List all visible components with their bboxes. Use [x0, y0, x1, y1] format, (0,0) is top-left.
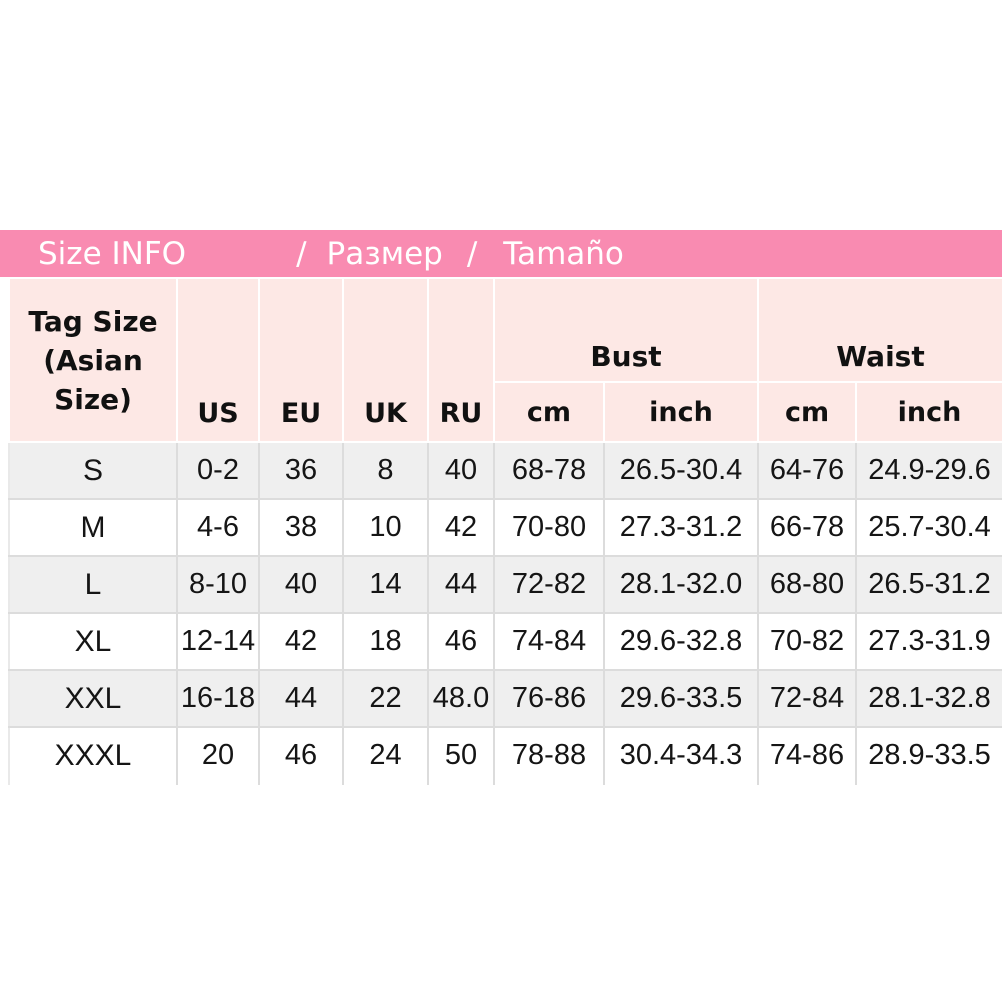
cell-us: 4-6	[176, 498, 260, 557]
cell-ru: 48.0	[427, 669, 495, 728]
cell-waist-cm: 68-80	[757, 555, 858, 614]
cell-waist-cm: 64-76	[757, 441, 858, 500]
cell-ru: 46	[427, 612, 495, 671]
cell-bust-inch: 29.6-33.5	[602, 669, 760, 728]
cell-waist-inch: 25.7-30.4	[855, 498, 1002, 557]
cell-waist-inch: 26.5-31.2	[855, 555, 1002, 614]
cell-tag-size: XL	[8, 612, 178, 671]
header-row-units: cm inch cm inch	[9, 381, 1002, 443]
cell-bust-cm: 78-88	[493, 726, 605, 784]
header-waist-cm: cm	[757, 381, 858, 443]
cell-tag-size: S	[8, 441, 178, 500]
cell-tag-size: XXXL	[8, 726, 178, 784]
header-uk: UK	[342, 277, 429, 443]
cell-eu: 38	[258, 498, 344, 557]
cell-bust-inch: 26.5-30.4	[602, 441, 760, 500]
cell-uk: 10	[342, 498, 429, 557]
cell-tag-size: XXL	[8, 669, 178, 728]
title-separator: /	[296, 235, 307, 272]
header-bust: Bust	[492, 277, 760, 383]
header-tag-size-line: Size)	[54, 382, 132, 416]
cell-ru: 42	[427, 498, 495, 557]
cell-ru: 40	[427, 441, 495, 500]
header-tag-size-line: (Asian	[43, 343, 143, 377]
size-chart-table: Tag Size (Asian Size) US EU UK RU Bust W…	[8, 277, 1002, 785]
cell-waist-inch: 24.9-29.6	[855, 441, 1002, 500]
cell-waist-inch: 27.3-31.9	[855, 612, 1002, 671]
cell-eu: 40	[258, 555, 344, 614]
header-ru: RU	[427, 277, 495, 443]
cell-eu: 36	[258, 441, 344, 500]
cell-bust-cm: 76-86	[493, 669, 605, 728]
cell-ru: 50	[427, 726, 495, 784]
cell-waist-cm: 74-86	[757, 726, 858, 784]
cell-us: 16-18	[176, 669, 260, 728]
cell-bust-cm: 68-78	[493, 441, 605, 500]
title-size-spanish: Tamaño	[503, 235, 624, 272]
cell-us: 12-14	[176, 612, 260, 671]
cell-uk: 14	[342, 555, 429, 614]
cell-eu: 44	[258, 669, 344, 728]
cell-us: 8-10	[176, 555, 260, 614]
title-separator: /	[466, 235, 478, 272]
cell-bust-inch: 29.6-32.8	[602, 612, 760, 671]
size-row-xxxl: XXXL 20 46 24 50 78-88 30.4-34.3 74-86 2…	[8, 726, 1002, 784]
header-row-groups: Tag Size (Asian Size) US EU UK RU Bust W…	[8, 277, 1002, 443]
header-eu: EU	[258, 277, 344, 443]
title-size-russian: Размер	[326, 235, 443, 272]
header-waist-inch: inch	[855, 381, 1002, 443]
cell-bust-cm: 74-84	[493, 612, 605, 671]
cell-bust-inch: 27.3-31.2	[602, 498, 760, 557]
cell-bust-cm: 70-80	[493, 498, 605, 557]
cell-waist-cm: 66-78	[757, 498, 858, 557]
cell-uk: 22	[342, 669, 429, 728]
size-info-title-bar: Size INFO / Размер / Tamaño	[0, 230, 1002, 277]
cell-waist-inch: 28.1-32.8	[855, 669, 1002, 728]
cell-eu: 42	[258, 612, 344, 671]
header-us: US	[176, 277, 260, 443]
cell-uk: 24	[342, 726, 429, 784]
cell-bust-inch: 28.1-32.0	[602, 555, 760, 614]
cell-ru: 44	[427, 555, 495, 614]
cell-bust-inch: 30.4-34.3	[602, 726, 760, 784]
size-row-xxl: XXL 16-18 44 22 48.0 76-86 29.6-33.5 72-…	[8, 669, 1002, 728]
header-tag-size-line: Tag Size	[28, 304, 158, 338]
size-row-xl: XL 12-14 42 18 46 74-84 29.6-32.8 70-82 …	[8, 612, 1002, 671]
size-row-l: L 8-10 40 14 44 72-82 28.1-32.0 68-80 26…	[8, 555, 1002, 614]
cell-waist-cm: 72-84	[757, 669, 858, 728]
cell-uk: 18	[342, 612, 429, 671]
cell-bust-cm: 72-82	[493, 555, 605, 614]
cell-eu: 46	[258, 726, 344, 784]
header-waist: Waist	[757, 277, 1002, 383]
size-row-m: M 4-6 38 10 42 70-80 27.3-31.2 66-78 25.…	[8, 498, 1002, 557]
header-bust-inch: inch	[602, 381, 760, 443]
cell-waist-inch: 28.9-33.5	[855, 726, 1002, 784]
header-bust-cm: cm	[493, 381, 605, 443]
cell-us: 0-2	[176, 441, 260, 500]
size-row-s: S 0-2 36 8 40 68-78 26.5-30.4 64-76 24.9…	[8, 441, 1002, 500]
header-tag-size: Tag Size (Asian Size)	[8, 277, 178, 443]
title-size-info: Size INFO	[38, 235, 187, 272]
cell-tag-size: L	[8, 555, 178, 614]
cell-uk: 8	[342, 441, 429, 500]
cell-waist-cm: 70-82	[757, 612, 858, 671]
cell-us: 20	[176, 726, 260, 784]
cell-tag-size: M	[8, 498, 178, 557]
